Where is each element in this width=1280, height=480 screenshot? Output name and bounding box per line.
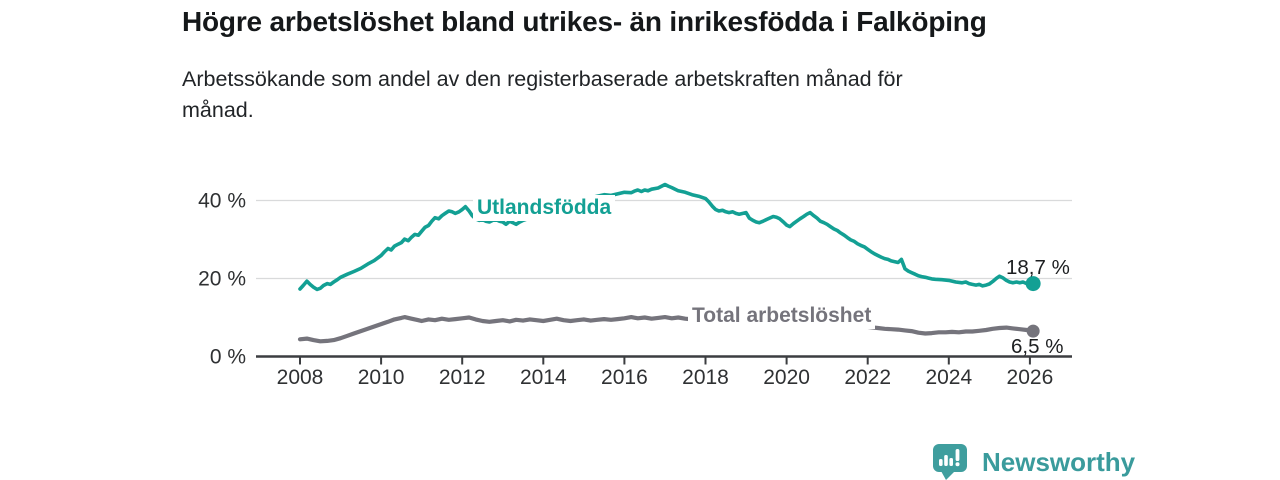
series-line-total-arbetsloshet <box>297 315 1036 344</box>
series-label-utlandsfodda: Utlandsfödda <box>473 195 616 221</box>
end-dot-total-arbetsloshet <box>1026 324 1040 338</box>
subtitle-line-2: månad. <box>182 98 254 122</box>
x-tick-label: 2014 <box>520 366 567 389</box>
y-tick-label: 40 % <box>198 190 246 213</box>
end-dot-utlandsfodda <box>1025 276 1041 292</box>
x-tick-label: 2016 <box>601 366 648 389</box>
subtitle-line-1: Arbetssökande som andel av den registerb… <box>182 67 903 91</box>
page-title: Högre arbetslöshet bland utrikes- än inr… <box>182 6 987 37</box>
x-tick-label: 2018 <box>682 366 729 389</box>
y-tick-label: 20 % <box>198 268 246 291</box>
series-label-total-arbetsloshet: Total arbetslöshet <box>688 303 876 329</box>
chart-subtitle: Arbetssökande som andel av den registerb… <box>182 64 1082 126</box>
x-tick-label: 2008 <box>277 366 324 389</box>
series-line-utlandsfodda <box>298 182 1035 292</box>
x-tick-label: 2020 <box>763 366 810 389</box>
x-tick-label: 2026 <box>1007 366 1054 389</box>
x-tick-label: 2010 <box>358 366 405 389</box>
end-value-label-total-arbetsloshet: 6,5 % <box>1011 335 1064 358</box>
x-tick-label: 2024 <box>925 366 972 389</box>
x-tick-label: 2012 <box>439 366 486 389</box>
x-tick-label: 2022 <box>844 366 891 389</box>
y-tick-label: 0 % <box>210 346 246 369</box>
newsworthy-logo-icon <box>933 444 967 480</box>
brand-wordmark: Newsworthy <box>982 446 1136 477</box>
newsworthy-brand: Newsworthy <box>932 444 1135 480</box>
end-value-label-utlandsfodda: 18,7 % <box>1006 256 1070 279</box>
